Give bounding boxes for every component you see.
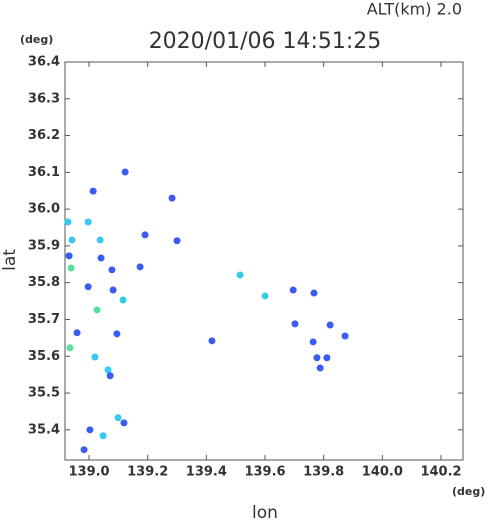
chart-title: 2020/01/06 14:51:25 — [149, 29, 382, 54]
echo-point — [141, 231, 149, 239]
echo-point — [84, 218, 92, 226]
echo-point — [99, 432, 107, 440]
y-tick-label: 35.9 — [28, 238, 60, 253]
y-tick-label: 36.4 — [28, 55, 60, 70]
y-tick-label: 35.7 — [28, 312, 60, 327]
y-tick-label: 36.1 — [28, 165, 60, 180]
x-unit: (deg) — [452, 485, 485, 498]
echo-point — [291, 320, 299, 328]
x-tick-label: 139.8 — [303, 465, 344, 480]
x-tick-label: 139.2 — [127, 465, 168, 480]
echo-point — [80, 446, 88, 454]
echo-point — [289, 286, 297, 294]
echo-point — [108, 266, 116, 274]
echo-point — [121, 168, 129, 176]
y-tick-label: 36.3 — [28, 91, 60, 106]
x-axis-label: lon — [252, 503, 278, 521]
echo-point — [93, 306, 101, 314]
echo-point — [114, 414, 122, 422]
plot-frame — [64, 61, 464, 461]
x-tick-label: 140.0 — [362, 465, 403, 480]
echo-point — [326, 321, 334, 329]
echo-point — [66, 344, 74, 352]
echo-point — [86, 426, 94, 434]
echo-point — [236, 271, 244, 279]
echo-point — [97, 254, 105, 262]
echo-point — [68, 236, 76, 244]
y-tick-label: 35.8 — [28, 275, 60, 290]
x-tick-label: 139.4 — [186, 465, 227, 480]
echo-point — [341, 332, 349, 340]
echo-point — [73, 329, 81, 337]
echo-point — [113, 330, 121, 338]
echo-point — [310, 289, 318, 297]
echo-point — [96, 236, 104, 244]
echo-point — [65, 252, 73, 260]
y-axis-label: lat — [0, 249, 20, 271]
x-tick-label: 139.6 — [244, 465, 285, 480]
y-tick-label: 35.4 — [28, 422, 60, 437]
y-unit: (deg) — [20, 33, 53, 46]
echo-point — [168, 194, 176, 202]
altitude: ALT(km) 2.0 — [367, 0, 462, 19]
echo-point — [136, 263, 144, 271]
y-tick-label: 35.5 — [28, 386, 60, 401]
echo-point — [120, 419, 128, 427]
echo-point — [323, 354, 331, 362]
echo-point — [208, 337, 216, 345]
echo-point — [109, 286, 117, 294]
echo-point — [313, 354, 321, 362]
echo-point — [89, 187, 97, 195]
y-tick-label: 36.0 — [28, 202, 60, 217]
echo-point — [316, 364, 324, 372]
echo-point — [104, 366, 112, 374]
echo-point — [309, 338, 317, 346]
echo-point — [84, 283, 92, 291]
echo-point — [91, 353, 99, 361]
x-tick-label: 139.0 — [68, 465, 109, 480]
y-tick-label: 36.2 — [28, 128, 60, 143]
y-tick-label: 35.6 — [28, 349, 60, 364]
echo-point — [106, 372, 114, 380]
echo-point — [173, 237, 181, 245]
echo-point — [67, 264, 75, 272]
echo-point — [64, 218, 72, 226]
echo-point — [119, 296, 127, 304]
x-tick-label: 140.2 — [420, 465, 461, 480]
echo-point — [261, 292, 269, 300]
